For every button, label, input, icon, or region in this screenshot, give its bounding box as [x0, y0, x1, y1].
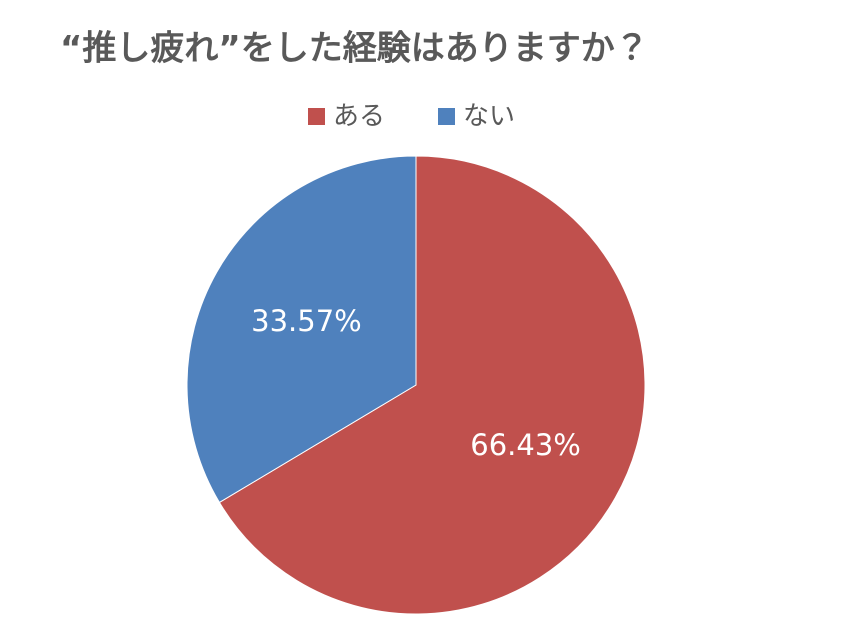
legend-swatch — [438, 108, 455, 125]
value-label: 33.57% — [251, 304, 362, 338]
value-label: 66.43% — [470, 428, 581, 462]
chart-title: “推し疲れ”をした経験はありますか？ — [60, 29, 649, 69]
legend-swatch — [308, 108, 325, 125]
legend-label: ない — [463, 102, 515, 132]
legend-label: ある — [333, 102, 385, 132]
pie-slice — [186, 155, 417, 504]
pie-slice — [218, 155, 646, 615]
